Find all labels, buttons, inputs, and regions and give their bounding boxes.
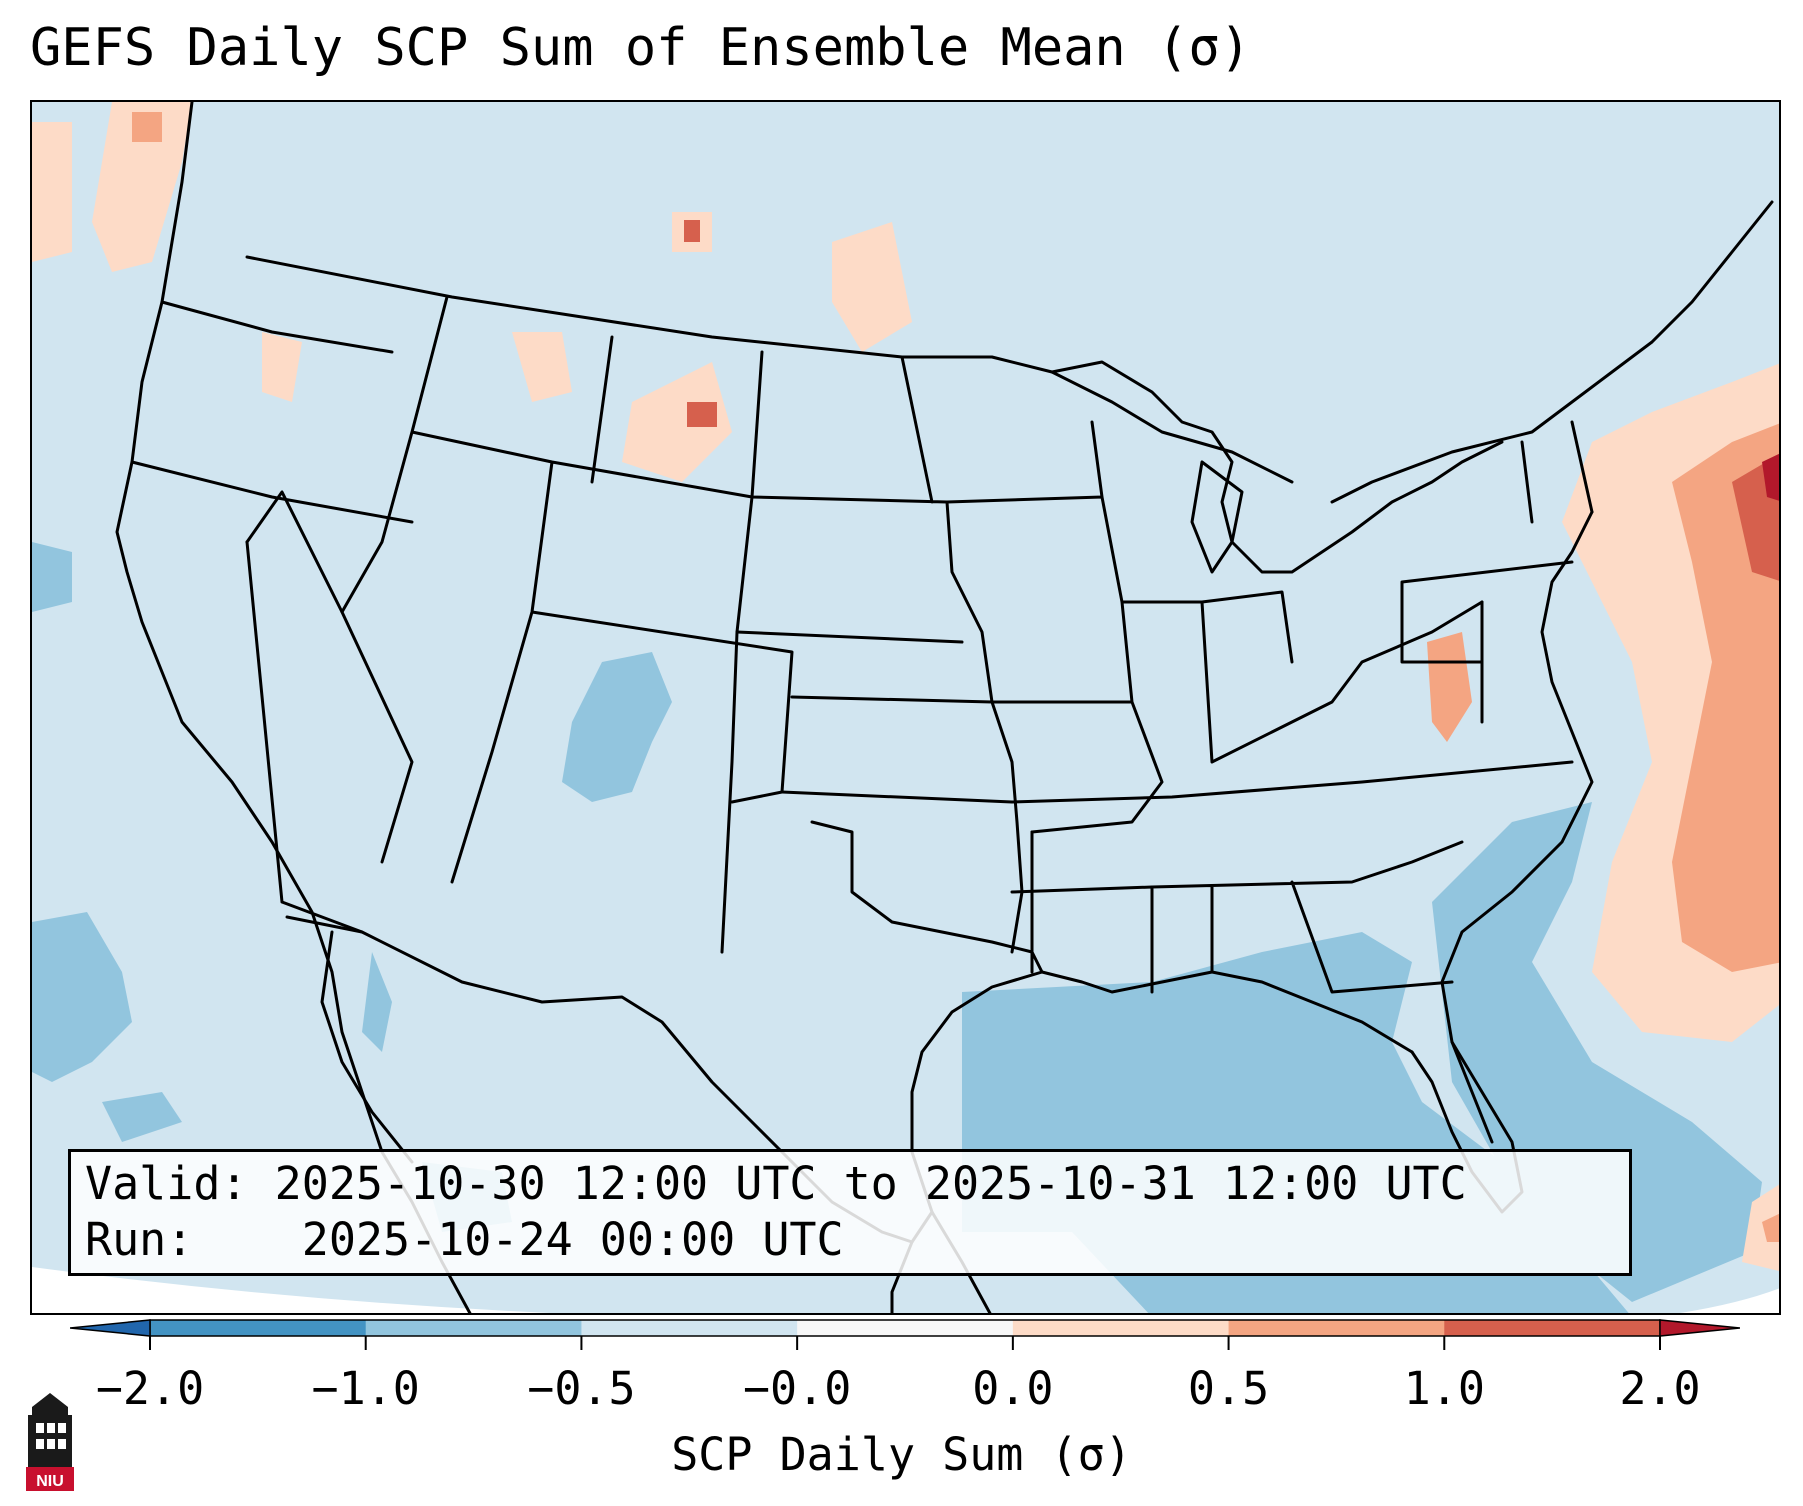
state-lines-northeast xyxy=(1400,420,1594,724)
pacific-negative-3 xyxy=(102,1092,182,1142)
projection-edge-right xyxy=(1680,1288,1779,1313)
run-value: 2025-10-24 00:00 UTC xyxy=(301,1213,844,1266)
caribbean-positive xyxy=(1742,1184,1779,1272)
colorbar-segment xyxy=(1444,1320,1661,1336)
colorbar-tick-label: −1.0 xyxy=(311,1362,420,1415)
valid-run-info-box: Valid: 2025-10-30 12:00 UTC to 2025-10-3… xyxy=(68,1149,1632,1276)
baja-negative xyxy=(362,952,392,1052)
canada-border-northeast xyxy=(1330,200,1774,504)
colorbar-tick-label: 0.5 xyxy=(1187,1362,1270,1415)
northwest-positive xyxy=(262,332,302,402)
montana-positive xyxy=(622,362,732,482)
colorbar-tick-label: −2.0 xyxy=(95,1362,205,1415)
west-coastline xyxy=(115,102,472,1313)
colorado-negative xyxy=(562,652,672,802)
us-canada-border xyxy=(245,255,1294,484)
caribbean-positive-core xyxy=(1762,1213,1779,1242)
projection-edge-left xyxy=(32,1267,550,1313)
colorbar-segment xyxy=(581,1320,798,1336)
texas-border xyxy=(810,820,1044,974)
colorbar-segment xyxy=(1228,1320,1445,1336)
colorbar-ticks xyxy=(149,1336,1661,1350)
montana-positive-core xyxy=(687,402,717,427)
logo-text: NIU xyxy=(36,1473,64,1490)
idaho-positive xyxy=(512,332,572,402)
colorbar-label: SCP Daily Sum (σ) xyxy=(671,1428,1132,1481)
canada-positive-core xyxy=(684,220,700,242)
nd-positive xyxy=(832,222,912,352)
baja-coastline xyxy=(320,930,414,1164)
colorbar-segment xyxy=(150,1320,367,1336)
valid-value: 2025-10-30 12:00 UTC to 2025-10-31 12:00… xyxy=(274,1157,1467,1210)
state-lines-rockies xyxy=(245,295,794,954)
colorbar-tick-label: 0.0 xyxy=(972,1362,1054,1415)
washington-positive-core xyxy=(132,112,162,142)
virginia-positive xyxy=(1427,632,1472,742)
chart-title: GEFS Daily SCP Sum of Ensemble Mean (σ) xyxy=(30,18,1251,78)
colorbar-tick-label: −0.5 xyxy=(527,1362,636,1415)
colorbar-over-extension xyxy=(1659,1319,1740,1337)
atlantic-positive-max xyxy=(1762,453,1779,501)
colorbar-segments xyxy=(149,1319,1661,1337)
colorbar-tick-label: 2.0 xyxy=(1619,1362,1701,1415)
pacific-negative-2 xyxy=(32,542,72,612)
university-building-icon: NIU xyxy=(26,1393,74,1491)
florida-peninsula xyxy=(1450,1040,1494,1144)
colorbar xyxy=(70,1319,1740,1350)
pacific-positive xyxy=(32,122,72,262)
run-label: Run: xyxy=(85,1213,194,1266)
map-panel xyxy=(30,100,1781,1315)
washington-positive xyxy=(92,102,192,272)
map-svg xyxy=(32,102,1779,1313)
valid-label: Valid: xyxy=(85,1157,248,1210)
state-lines-west xyxy=(130,300,414,934)
state-lines-south xyxy=(1010,760,1574,994)
great-lakes-outline xyxy=(1050,360,1504,574)
colorbar-tick-label: 1.0 xyxy=(1403,1362,1485,1415)
positive-anomaly-areas xyxy=(32,102,1779,1272)
colorbar-segment xyxy=(797,1320,1014,1336)
lake-michigan xyxy=(1190,460,1244,574)
colorbar-under-extension xyxy=(70,1319,151,1337)
pacific-negative-1 xyxy=(32,912,132,1082)
colorbar-tick-label: −0.0 xyxy=(742,1362,852,1415)
colorbar-segment xyxy=(365,1320,582,1336)
state-lines-midwest xyxy=(945,420,1484,834)
colorbar-segment xyxy=(1012,1320,1230,1336)
